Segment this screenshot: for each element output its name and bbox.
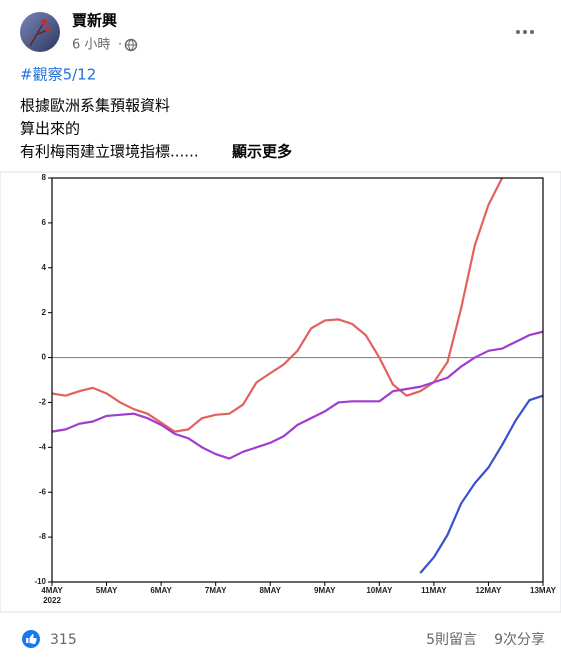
y-tick-label: -8 — [39, 532, 47, 541]
x-year-label: 2022 — [43, 596, 61, 605]
y-tick-label: -4 — [39, 442, 47, 451]
avatar-flower — [41, 19, 47, 25]
plot-frame — [51, 177, 544, 583]
post-line: 根據歐洲系集預報資料 — [20, 97, 170, 115]
plot-area — [52, 178, 543, 574]
chart-image[interactable] — [0, 171, 561, 613]
comment-count[interactable]: 5則留言 — [426, 632, 477, 648]
x-tick-label: 13MAY — [530, 586, 557, 595]
hashtag[interactable]: #觀察5/12 — [20, 66, 96, 84]
y-tick-label: 8 — [42, 173, 47, 182]
x-tick-label: 11MAY — [421, 586, 447, 595]
see-more[interactable]: 顯示更多 — [232, 143, 292, 161]
x-tick-label: 7MAY — [205, 586, 227, 595]
series-line — [52, 330, 543, 460]
y-tick-label: 0 — [42, 353, 47, 362]
y-tick-label: -6 — [39, 487, 47, 496]
avatar-flower — [45, 27, 51, 33]
y-tick-label: 2 — [42, 308, 47, 317]
x-tick-label: 4MAY — [41, 586, 63, 595]
x-tick-label: 10MAY — [366, 586, 393, 595]
avatar[interactable] — [20, 12, 60, 52]
x-tick-label: 5MAY — [96, 586, 118, 595]
x-tick-label: 9MAY — [314, 586, 336, 595]
y-tick-label: -2 — [39, 398, 47, 407]
y-tick-label: 6 — [42, 218, 47, 227]
like-icon[interactable] — [22, 630, 40, 648]
separator-dot: · — [118, 38, 122, 53]
post-line: 算出來的 — [20, 120, 80, 138]
y-tick-label: -10 — [34, 577, 46, 586]
series-line — [52, 178, 504, 433]
series-line — [419, 394, 543, 574]
post-time[interactable]: 6 小時 — [72, 38, 110, 53]
globe-icon — [124, 38, 138, 52]
share-count[interactable]: 9次分享 — [494, 631, 545, 648]
x-tick-label: 8MAY — [259, 586, 281, 595]
x-tick-label: 6MAY — [150, 586, 172, 595]
more-options[interactable] — [516, 30, 534, 34]
author-name[interactable]: 賈新興 — [72, 12, 117, 30]
reaction-count[interactable]: 315 — [50, 632, 77, 648]
x-tick-label: 12MAY — [475, 586, 502, 595]
chart: -10 -8 -6 -4 -2 0 2 4 6 8 4MAY 5MAY 6MAY 7MAY 8MAY 9MAY… — [34, 173, 556, 605]
y-tick-label: 4 — [42, 263, 47, 272]
post-line: 有利梅雨建立環境指標...... — [20, 143, 199, 161]
